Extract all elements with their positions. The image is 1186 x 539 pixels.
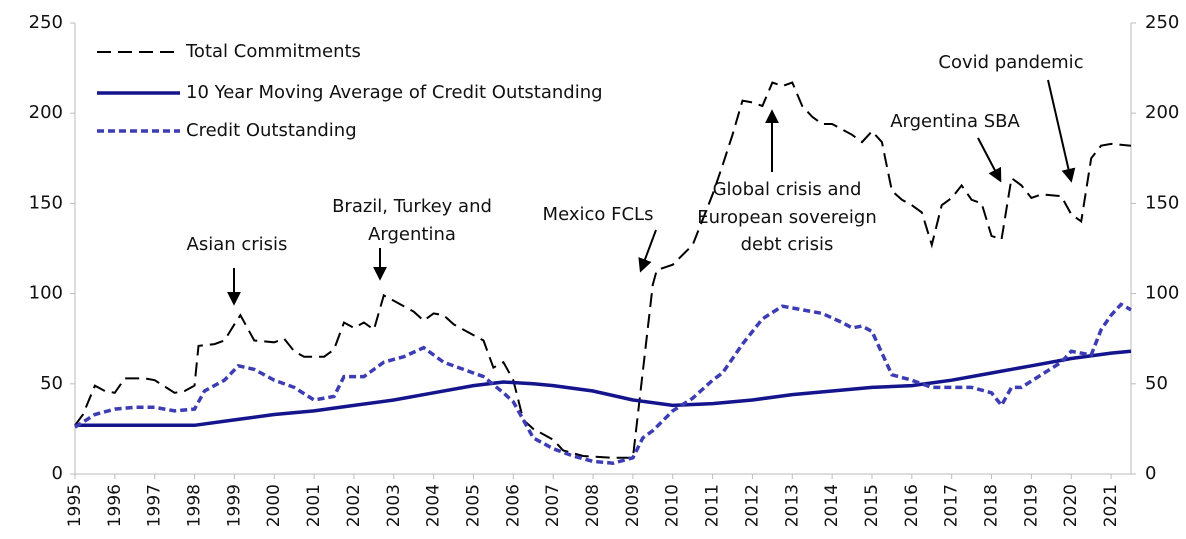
x-tick-label: 2010 — [663, 484, 683, 527]
y2-tick-label: 0 — [1145, 463, 1156, 484]
y-tick-label: 100 — [29, 283, 63, 304]
annotation: Global crisis and — [713, 179, 862, 200]
x-tick-label: 1996 — [105, 484, 125, 527]
legend-label: 10 Year Moving Average of Credit Outstan… — [186, 82, 603, 103]
x-tick-label: 1997 — [145, 484, 165, 527]
x-tick-label: 2005 — [463, 484, 483, 527]
y2-tick-label: 250 — [1145, 12, 1179, 33]
x-tick-label: 2014 — [822, 484, 842, 527]
x-tick-label: 1995 — [65, 484, 85, 527]
x-tick-label: 2021 — [1101, 484, 1121, 527]
annotation-arrow — [977, 137, 1002, 183]
series-line — [74, 81, 1132, 459]
x-tick-label: 2001 — [304, 484, 324, 527]
legend-label: Total Commitments — [185, 41, 361, 62]
annotation-arrow — [1047, 79, 1076, 183]
x-tick-label: 2007 — [543, 484, 563, 527]
annotation: Mexico FCLs — [543, 204, 654, 225]
x-tick-label: 2016 — [902, 484, 922, 527]
y2-tick-label: 100 — [1145, 283, 1179, 304]
x-tick-label: 2015 — [862, 484, 882, 527]
series-line — [75, 349, 1132, 428]
x-tick-label: 2019 — [1021, 484, 1041, 527]
x-tick-label: 2002 — [344, 484, 364, 527]
annotation-arrow — [638, 229, 657, 273]
x-tick-label: 1999 — [224, 484, 244, 527]
annotation: Asian crisis — [187, 234, 288, 255]
y-tick-label: 150 — [29, 192, 63, 213]
x-tick-label: 2013 — [782, 484, 802, 527]
y-tick-label: 50 — [40, 373, 63, 394]
y-tick-label: 200 — [29, 102, 63, 123]
annotation: debt crisis — [741, 234, 834, 255]
y2-tick-label: 200 — [1145, 102, 1179, 123]
x-tick-label: 2004 — [424, 484, 444, 527]
x-tick-label: 2003 — [384, 484, 404, 527]
y2-tick-label: 50 — [1145, 373, 1168, 394]
annotation: Covid pandemic — [938, 52, 1083, 73]
annotation: Argentina SBA — [890, 111, 1020, 132]
x-tick-label: 1998 — [185, 484, 205, 527]
x-tick-label: 2009 — [623, 484, 643, 527]
x-tick-label: 2012 — [742, 484, 762, 527]
y2-tick-label: 150 — [1145, 192, 1179, 213]
x-tick-label: 2018 — [982, 484, 1002, 527]
series-line — [74, 302, 1132, 465]
x-tick-label: 2008 — [583, 484, 603, 527]
y-tick-label: 250 — [29, 12, 63, 33]
x-tick-label: 2000 — [264, 484, 284, 527]
x-tick-label: 2017 — [942, 484, 962, 527]
annotation: Argentina — [368, 224, 456, 245]
annotation: Brazil, Turkey and — [332, 196, 492, 217]
legend-label: Credit Outstanding — [186, 120, 357, 141]
annotation: European sovereign — [697, 207, 877, 228]
x-tick-label: 2006 — [503, 484, 523, 527]
y-tick-label: 0 — [52, 463, 63, 484]
x-tick-label: 2020 — [1061, 484, 1081, 527]
x-tick-label: 2011 — [703, 484, 723, 527]
